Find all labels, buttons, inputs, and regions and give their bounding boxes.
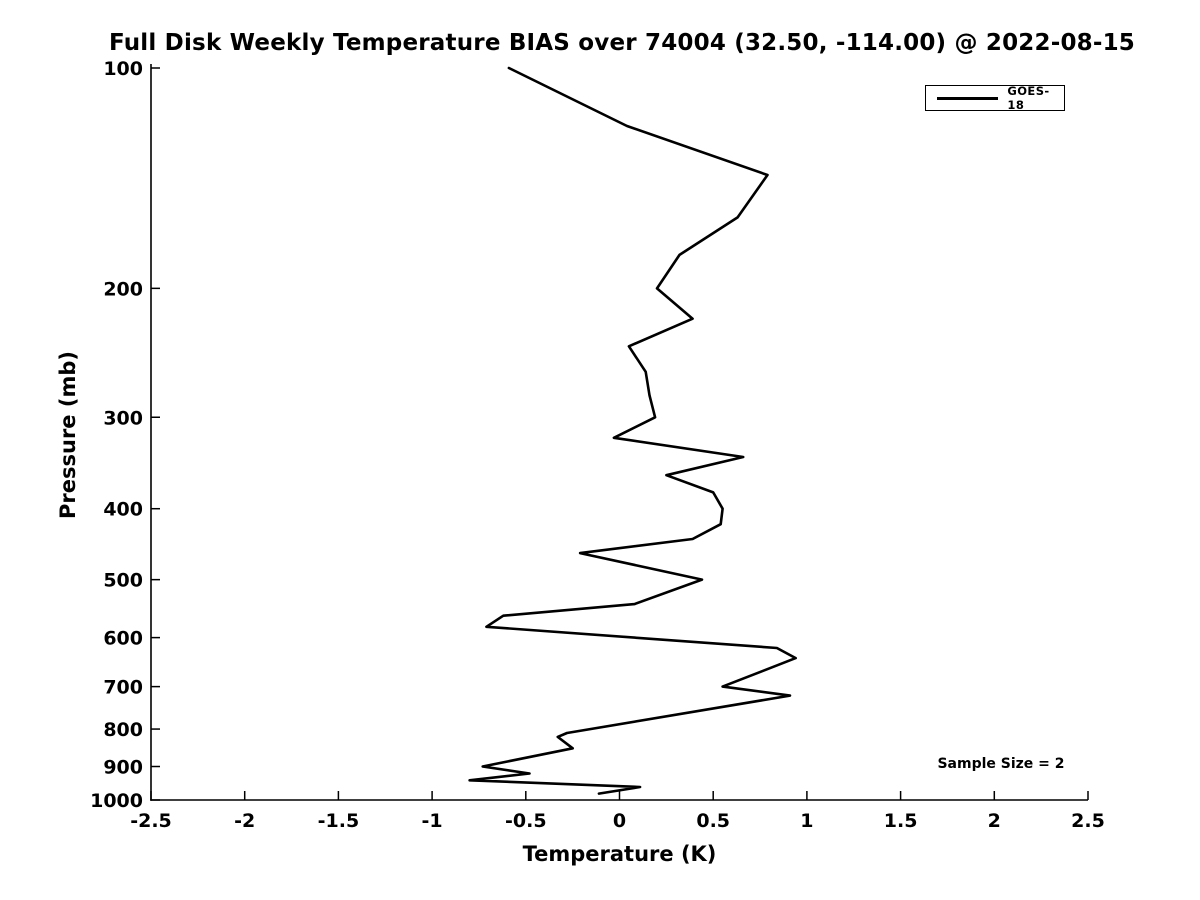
legend-label: GOES-18: [1007, 84, 1050, 112]
x-tick-label: 0: [613, 810, 626, 832]
x-tick-label: 1: [800, 810, 813, 832]
y-tick-label: 800: [103, 719, 143, 741]
y-tick-label: 600: [103, 628, 143, 650]
y-axis-label: Pressure (mb): [56, 351, 80, 519]
x-tick-label: 2.5: [1071, 810, 1105, 832]
y-tick-label: 900: [103, 757, 143, 779]
y-tick-label: 300: [103, 407, 143, 429]
x-tick-label: 0.5: [696, 810, 730, 832]
chart-title: Full Disk Weekly Temperature BIAS over 7…: [108, 30, 1136, 56]
x-tick-label: -2: [234, 810, 255, 832]
legend-line-sample-icon: [937, 96, 999, 100]
x-tick-label: -1.5: [318, 810, 360, 832]
bias-profile-line: [468, 66, 798, 795]
y-tick-label: 400: [103, 499, 143, 521]
y-tick-label: 100: [103, 58, 143, 80]
x-axis-label: Temperature (K): [522, 842, 717, 866]
y-tick-label: 500: [103, 570, 143, 592]
x-tick-label: -1: [422, 810, 443, 832]
x-tick-label: -2.5: [130, 810, 172, 832]
x-tick-label: 2: [988, 810, 1001, 832]
y-tick-label: 1000: [90, 790, 143, 812]
y-tick-label: 200: [103, 278, 143, 300]
y-tick-label: 700: [103, 677, 143, 699]
sample-size-annotation: Sample Size = 2: [937, 756, 1065, 772]
legend: GOES-18: [925, 84, 1065, 112]
x-tick-label: 1.5: [884, 810, 918, 832]
x-tick-label: -0.5: [505, 810, 547, 832]
